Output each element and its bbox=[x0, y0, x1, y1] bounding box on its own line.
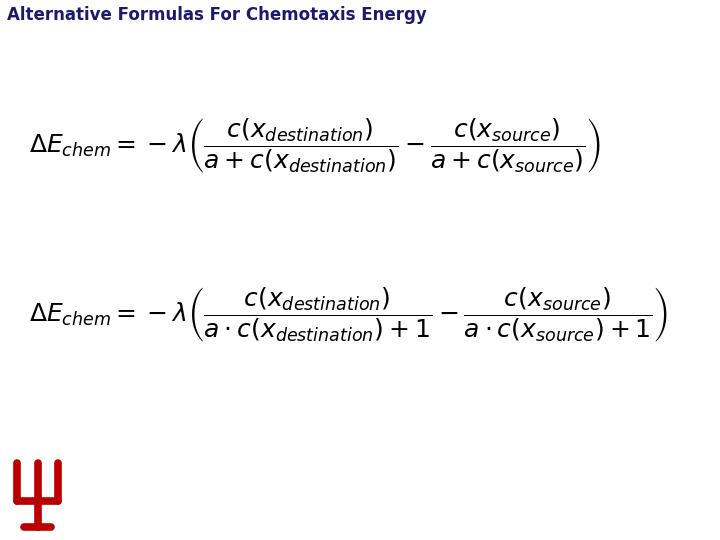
Text: Alternative Formulas For Chemotaxis Energy: Alternative Formulas For Chemotaxis Ener… bbox=[7, 6, 427, 24]
Text: $\Delta E_{chem} = -\lambda\left(\dfrac{c(x_{destination})}{a + c(x_{destination: $\Delta E_{chem} = -\lambda\left(\dfrac{… bbox=[29, 116, 601, 176]
Text: $\Delta E_{chem} = -\lambda\left(\dfrac{c(x_{destination})}{a \cdot c(x_{destina: $\Delta E_{chem} = -\lambda\left(\dfrac{… bbox=[29, 285, 668, 345]
